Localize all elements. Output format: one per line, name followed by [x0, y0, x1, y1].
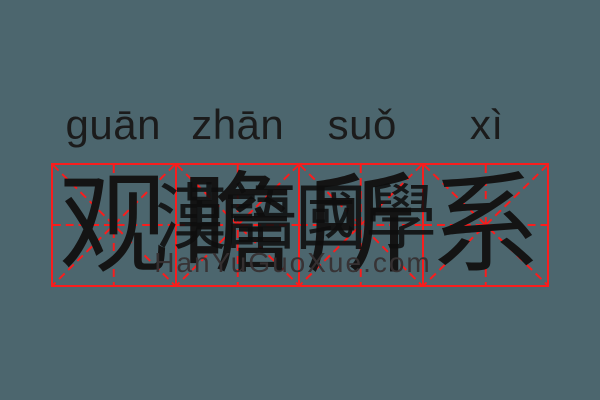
cell-guide-lines-icon	[176, 165, 298, 285]
pinyin-label: suǒ	[327, 101, 397, 148]
pinyin-label: guān	[65, 101, 161, 148]
watermark-url-text: HanYuGuoXue.com	[154, 247, 432, 278]
pinyin-label: zhān	[191, 101, 285, 148]
cell-guide-lines-icon	[300, 165, 422, 285]
cell-guide-lines-icon	[423, 165, 547, 285]
watermark-hanzi-text: 漢語國學	[154, 176, 437, 260]
pinyin-row: guān zhān suǒ xì	[51, 103, 549, 147]
pinyin-label: xì	[469, 101, 504, 148]
tianzige-cell: 系	[423, 165, 547, 285]
cell-guide-lines-icon	[53, 165, 175, 285]
